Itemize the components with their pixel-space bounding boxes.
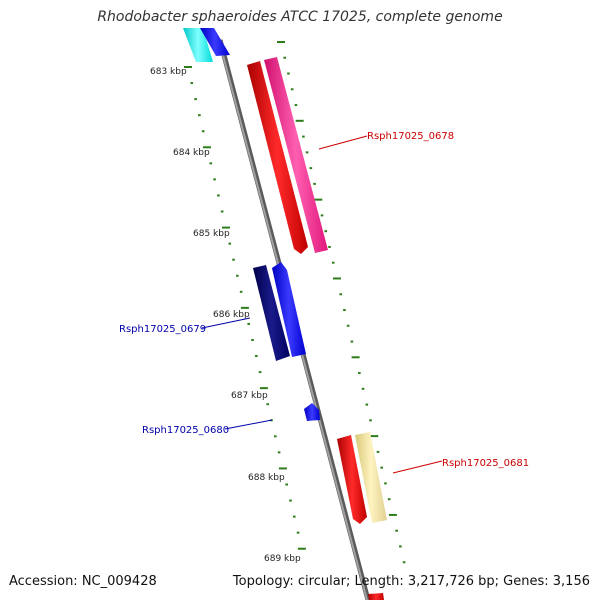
- genome-summary-text: Topology: circular; Length: 3,217,726 bp…: [232, 574, 590, 589]
- gene-label-0678[interactable]: Rsph17025_0678: [367, 131, 454, 142]
- tick-label-686: 686 kbp: [213, 310, 250, 320]
- gene-feature-0680[interactable]: [304, 403, 320, 421]
- accession-text: Accession: NC_009428: [9, 574, 157, 589]
- tick-label-684: 684 kbp: [173, 148, 210, 158]
- map-title: Rhodobacter sphaeroides ATCC 17025, comp…: [97, 9, 503, 25]
- tick-label-688: 688 kbp: [248, 473, 285, 483]
- cds-feature-0679[interactable]: [253, 265, 290, 361]
- tick-label-685: 685 kbp: [193, 229, 230, 239]
- ruler-outer-ticks: [277, 41, 406, 564]
- blue-feature-top[interactable]: [200, 28, 230, 56]
- tick-label-687: 687 kbp: [231, 391, 268, 401]
- gene-label-0679[interactable]: Rsph17025_0679: [119, 324, 206, 335]
- gene-feature-0678[interactable]: [264, 57, 328, 253]
- ruler-inner-ticks: [184, 66, 306, 550]
- cds-feature-0678[interactable]: [247, 61, 308, 254]
- gene-feature-0681[interactable]: [355, 432, 387, 523]
- tick-label-689: 689 kbp: [264, 554, 301, 564]
- cds-feature-bottom[interactable]: [368, 593, 384, 600]
- cds-feature-0681[interactable]: [337, 435, 367, 524]
- tick-label-683: 683 kbp: [150, 67, 187, 77]
- gene-label-0681[interactable]: Rsph17025_0681: [442, 458, 529, 469]
- gene-label-0680[interactable]: Rsph17025_0680: [142, 425, 229, 436]
- gene-feature-0679[interactable]: [272, 262, 306, 357]
